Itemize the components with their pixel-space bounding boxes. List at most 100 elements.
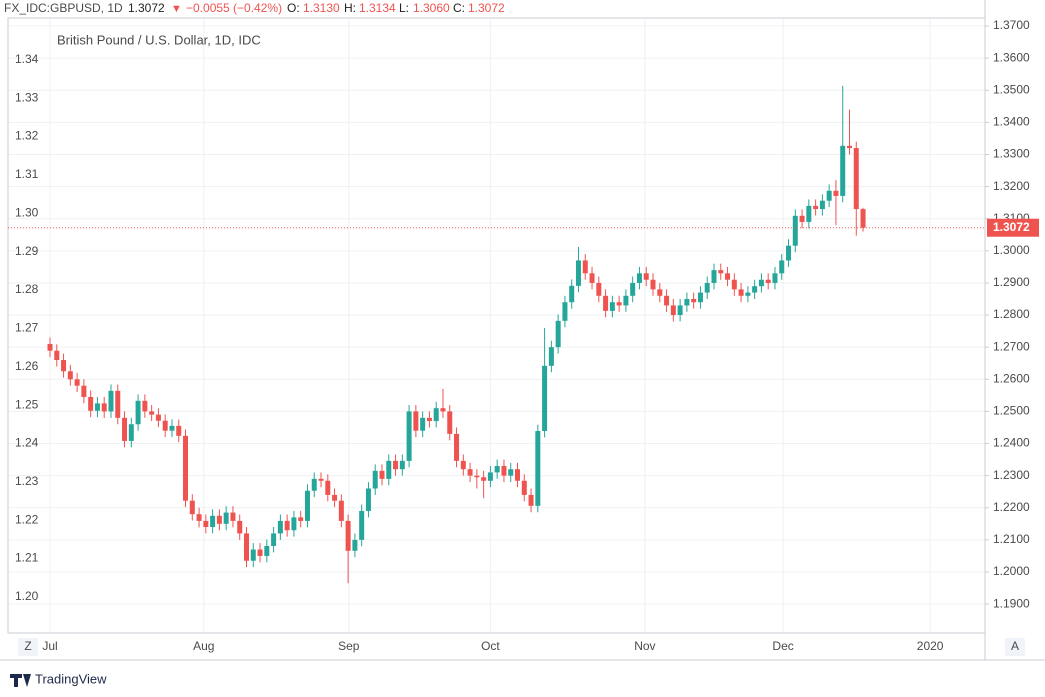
candle-body [447,411,453,434]
candle-body [487,472,493,481]
candle-body [548,347,554,366]
candle-body [406,411,412,461]
high-label: H: [344,1,356,15]
candle-body [352,539,358,551]
y-tick-label: 1.2900 [993,275,1030,289]
a-button-label[interactable]: A [1011,639,1019,653]
y-tick-label: 1.3500 [993,82,1030,96]
candle-body [630,282,636,296]
x-tick-label: Aug [193,639,214,653]
candle-body [359,510,365,540]
y2-tick-label: 1.32 [15,129,39,143]
y-tick-label: 1.2000 [993,564,1030,578]
candle-body [454,433,460,461]
candle-body [74,379,80,386]
candle-body [697,292,703,303]
candles [47,85,866,584]
candle-body [481,477,487,481]
candle-body [826,190,832,201]
candle-body [609,302,615,311]
candle-body [365,488,371,511]
arrow: ▼ [171,3,182,15]
x-tick-label: Oct [481,639,500,653]
candle-body [386,460,392,479]
candle-body [67,371,73,380]
brand: TradingView [35,671,107,686]
y-tick-label: 1.3200 [993,179,1030,193]
candle-body [54,350,60,361]
y-tick-label: 1.1900 [993,596,1030,610]
candle-body [562,302,568,321]
close-label: C: [453,1,465,15]
candle-body [325,480,331,495]
candle-body [677,305,683,316]
z-button-label[interactable]: Z [24,639,31,653]
candle-body [155,414,161,421]
candle-body [691,299,697,303]
y2-tick-label: 1.23 [15,474,39,488]
candle-body [657,289,663,296]
candle-body [569,285,575,303]
candle-body [413,411,419,431]
candle-body [765,279,771,283]
candle-body [264,545,270,556]
candle-body [650,279,656,290]
y2-tick-label: 1.30 [15,205,39,219]
candle-body [257,549,263,556]
candle-body [142,400,148,412]
y2-tick-label: 1.31 [15,167,39,181]
candle-body [216,515,222,524]
y2-tick-label: 1.20 [15,589,39,603]
candle-body [494,466,500,473]
candle-body [521,480,527,495]
candle-body [108,390,114,412]
y-tick-label: 1.3300 [993,147,1030,161]
change: −0.0055 (−0.42%) [186,1,282,15]
candle-body [271,533,277,546]
candle-body [542,365,548,431]
low: 1.3060 [413,1,450,15]
price-label-box [987,218,1039,237]
candle-body [379,470,385,479]
z-button[interactable] [18,638,38,656]
y2-tick-label: 1.25 [15,397,39,411]
x-tick-label: Nov [634,639,655,653]
candle-body [345,520,351,551]
candle-body [840,145,846,196]
candle-body [711,270,717,283]
y-tick-label: 1.2600 [993,371,1030,385]
candle-body [833,190,839,196]
candle-body [555,320,561,348]
candle-body [81,385,87,397]
candle-body [596,282,602,296]
y-tick-label: 1.3700 [993,18,1030,32]
candle-body [467,469,473,476]
candle-body [440,408,446,412]
candle-body [237,520,243,534]
candle-body [758,279,764,287]
candle-body [718,270,724,274]
candle-body [433,408,439,422]
candle-body [149,411,155,415]
candle-body [806,205,812,222]
a-button[interactable] [1005,638,1025,656]
price-label: 1.3072 [993,220,1030,234]
header: FX_IDC:GBPUSD, 1D 1.3072 ▼ −0.0055 (−0.4… [4,1,505,15]
y2-tick-label: 1.29 [15,244,39,258]
candle-body [298,517,304,521]
y-tick-label: 1.2700 [993,339,1030,353]
candle-body [426,417,432,422]
candle-body [94,403,100,411]
candle-body [169,425,175,431]
candle-body [738,289,744,296]
candle-body [399,460,405,470]
candle-body [704,282,710,293]
candle-body [277,520,283,534]
candle-body [203,520,209,528]
candle-body [582,260,588,274]
candle-body [575,260,581,286]
candle-body [311,478,317,491]
candle-body [420,417,426,431]
candle-body [372,470,378,489]
